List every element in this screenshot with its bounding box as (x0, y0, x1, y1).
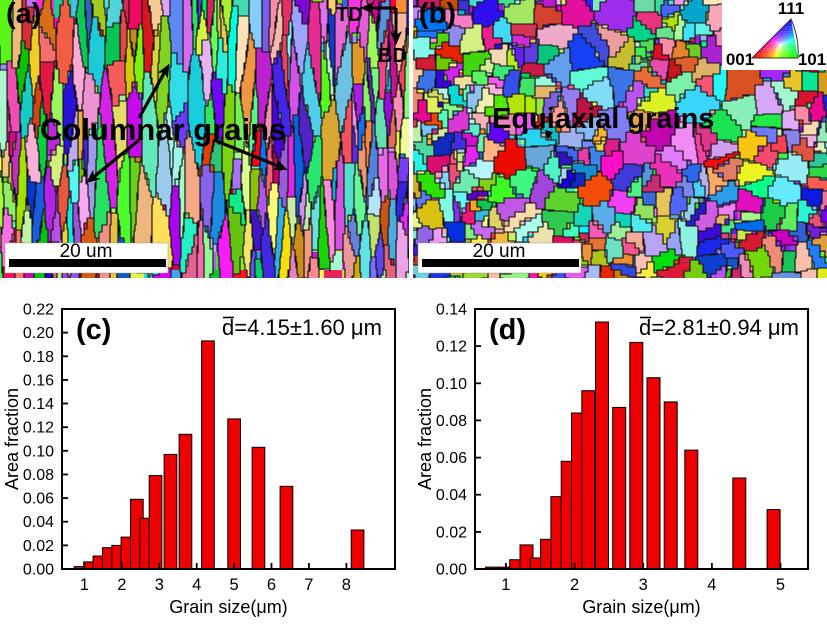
svg-text:1: 1 (80, 576, 89, 594)
svg-text:0.14: 0.14 (23, 396, 54, 413)
svg-text:Grain size(μm): Grain size(μm) (169, 597, 287, 617)
svg-text:0.08: 0.08 (436, 413, 467, 430)
svg-text:1: 1 (501, 576, 510, 594)
svg-text:d=2.81±0.94 μm: d=2.81±0.94 μm (639, 315, 799, 340)
svg-text:3: 3 (639, 576, 648, 594)
svg-text:8: 8 (342, 576, 351, 594)
svg-text:0.16: 0.16 (23, 372, 54, 389)
svg-text:Grain size(μm): Grain size(μm) (582, 597, 700, 617)
svg-text:4: 4 (192, 576, 201, 594)
svg-text:0.02: 0.02 (23, 538, 54, 555)
svg-text:4: 4 (707, 576, 716, 594)
svg-text:(c): (c) (76, 314, 111, 346)
svg-text:0.02: 0.02 (436, 524, 467, 541)
svg-text:0.00: 0.00 (23, 562, 54, 579)
svg-text:0.04: 0.04 (23, 514, 54, 531)
svg-text:0.12: 0.12 (23, 420, 54, 437)
svg-text:Area fraction: Area fraction (415, 388, 435, 490)
svg-text:0.14: 0.14 (436, 302, 467, 319)
svg-text:5: 5 (776, 576, 785, 594)
svg-text:0.00: 0.00 (436, 562, 467, 579)
svg-text:0.20: 0.20 (23, 325, 54, 342)
svg-text:3: 3 (155, 576, 164, 594)
svg-text:7: 7 (304, 576, 313, 594)
svg-text:0.18: 0.18 (23, 349, 54, 366)
svg-text:0.08: 0.08 (23, 467, 54, 484)
svg-text:5: 5 (230, 576, 239, 594)
svg-text:(d): (d) (489, 314, 526, 346)
svg-text:0.10: 0.10 (436, 376, 467, 393)
svg-text:6: 6 (267, 576, 276, 594)
svg-text:0.06: 0.06 (23, 491, 54, 508)
svg-text:0.04: 0.04 (436, 487, 467, 504)
svg-text:Area fraction: Area fraction (2, 388, 22, 490)
svg-text:0.12: 0.12 (436, 339, 467, 356)
svg-text:d=4.15±1.60 μm: d=4.15±1.60 μm (222, 315, 382, 340)
svg-text:0.22: 0.22 (23, 302, 54, 319)
svg-text:0.10: 0.10 (23, 443, 54, 460)
svg-text:2: 2 (117, 576, 126, 594)
svg-text:2: 2 (570, 576, 579, 594)
svg-text:0.06: 0.06 (436, 450, 467, 467)
